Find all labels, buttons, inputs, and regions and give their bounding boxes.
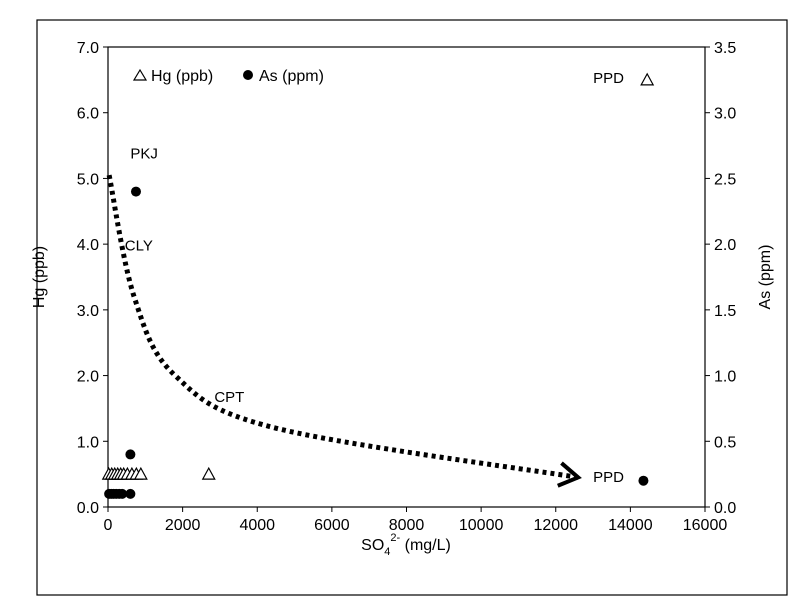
as-point — [125, 488, 136, 499]
left-y-tick-label: 7.0 — [77, 40, 99, 57]
legend-as-label: As (ppm) — [259, 68, 324, 85]
right-y-tick-label: 2.5 — [714, 171, 736, 188]
annotation-label: CLY — [125, 238, 153, 255]
x-axis-title-unit: (mg/L) — [400, 537, 451, 554]
left-y-tick-label: 3.0 — [77, 303, 99, 320]
legend-hg-label: Hg (ppb) — [151, 68, 213, 85]
annotation-label: PKJ — [130, 146, 158, 163]
x-tick-label: 14000 — [608, 517, 653, 534]
left-y-tick-label: 2.0 — [77, 369, 99, 386]
right-y-tick-label: 3.0 — [714, 106, 736, 123]
x-tick-label: 0 — [104, 517, 113, 534]
left-y-tick-label: 1.0 — [77, 434, 99, 451]
annotation-label: PPD — [593, 70, 624, 87]
trend-arrow — [106, 174, 582, 488]
hg-point — [201, 466, 216, 480]
legend: Hg (ppb) As (ppm) — [132, 68, 324, 85]
as-point — [117, 488, 128, 499]
left-y-axis-ticks: 0.0 1.0 2.0 3.0 4.0 5.0 6.0 7.0 — [77, 40, 108, 517]
x-tick-label: 4000 — [239, 517, 275, 534]
legend-as-marker — [243, 70, 253, 80]
hg-point — [640, 72, 655, 86]
right-y-tick-label: 2.0 — [714, 237, 736, 254]
x-tick-label: 10000 — [459, 517, 504, 534]
x-axis-title-superscript: 2- — [390, 532, 400, 544]
x-axis-title-main: SO — [361, 537, 384, 554]
x-tick-label: 16000 — [683, 517, 728, 534]
left-y-axis-title: Hg (ppb) — [31, 246, 48, 308]
plot-area — [107, 46, 706, 508]
trend-arrow-head — [557, 461, 582, 488]
as-point — [638, 475, 649, 486]
left-y-tick-label: 5.0 — [77, 171, 99, 188]
data-points — [101, 72, 655, 499]
outer-border — [36, 19, 788, 596]
x-tick-label: 2000 — [165, 517, 201, 534]
legend-hg-marker — [132, 68, 148, 81]
x-tick-label: 8000 — [389, 517, 425, 534]
left-y-tick-label: 6.0 — [77, 106, 99, 123]
left-y-tick-label: 0.0 — [77, 500, 99, 517]
hg-point — [133, 466, 148, 480]
left-y-tick-label: 4.0 — [77, 237, 99, 254]
x-tick-label: 6000 — [314, 517, 350, 534]
x-axis-title: SO42- (mg/L) — [361, 532, 451, 558]
as-point — [130, 186, 141, 197]
x-tick-label: 12000 — [534, 517, 579, 534]
trend-arrow-line — [106, 174, 579, 480]
right-y-axis-title: As (ppm) — [757, 245, 774, 310]
x-axis-title-subscript: 4 — [384, 546, 390, 558]
as-point — [125, 449, 136, 460]
right-y-tick-label: 3.5 — [714, 40, 736, 57]
point-annotations: PKJ CLY CPT PPD PPD — [125, 70, 624, 486]
right-y-axis-ticks: 0.0 0.5 1.0 1.5 2.0 2.5 3.0 3.5 — [705, 40, 736, 517]
right-y-tick-label: 0.0 — [714, 500, 736, 517]
right-y-tick-label: 0.5 — [714, 434, 736, 451]
right-y-tick-label: 1.0 — [714, 369, 736, 386]
x-axis-ticks: 0 2000 4000 6000 8000 10000 12000 14000 16000 — [104, 507, 728, 534]
annotation-label: PPD — [593, 469, 624, 486]
right-y-tick-label: 1.5 — [714, 303, 736, 320]
annotation-label: CPT — [214, 389, 244, 406]
